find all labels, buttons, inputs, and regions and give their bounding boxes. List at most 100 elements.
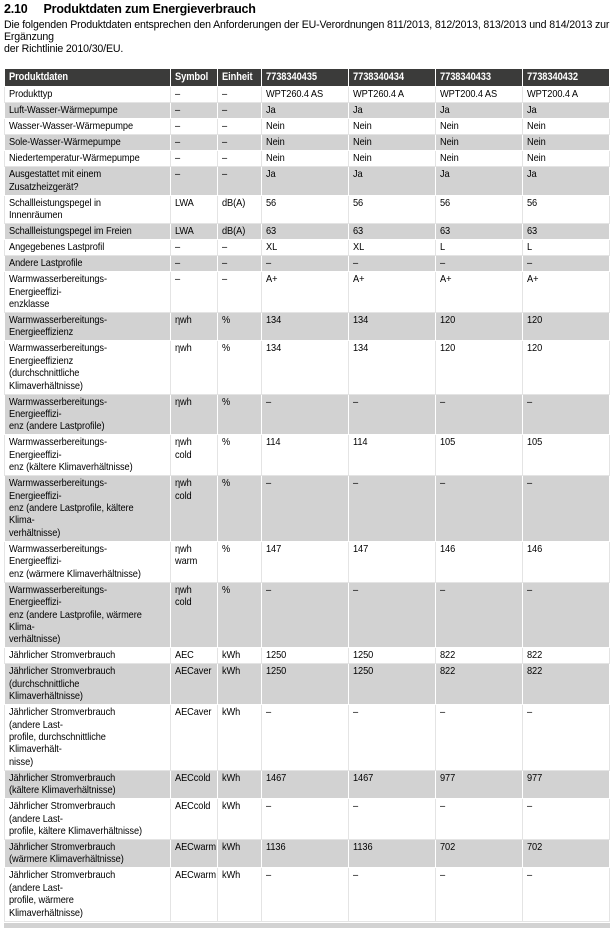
value-cell: –: [261, 255, 349, 273]
symbol-cell: –: [170, 118, 218, 136]
value-cell: 147: [348, 540, 436, 583]
value-cell: Nein: [261, 150, 349, 168]
unit-cell: –: [217, 150, 262, 168]
unit-cell: –: [217, 255, 262, 273]
product-label-cell: Luft-Wasser-Wärmepumpe: [4, 102, 171, 120]
value-cell: 63: [522, 223, 610, 241]
value-cell: 56: [522, 194, 610, 225]
table-row: Ausgestattet mit einem Zusatzheizgerät? –…: [4, 166, 610, 196]
unit-cell: kWh: [217, 647, 262, 665]
value-cell: Nein: [522, 134, 610, 152]
value-cell: –: [261, 867, 349, 922]
value-cell: –: [261, 581, 349, 649]
table-row: Warmwasserbereitungs-Energieeffizi- enz …: [4, 475, 610, 542]
symbol-cell: ηwh: [170, 340, 218, 395]
value-cell: –: [261, 798, 349, 840]
value-cell: Nein: [435, 134, 523, 152]
column-header-model-3: 7738340433: [435, 68, 523, 88]
value-cell: –: [435, 867, 523, 922]
value-cell: 120: [435, 312, 523, 342]
unit-cell: dB(A): [217, 194, 262, 225]
value-cell: 702: [435, 838, 523, 869]
unit-cell: %: [217, 340, 262, 395]
table-row: Warmwasserbereitungs-Energieeffizienz (d…: [4, 340, 610, 395]
value-cell: –: [348, 581, 436, 649]
symbol-cell: ηwh cold: [170, 581, 218, 649]
value-cell: 822: [435, 647, 523, 665]
unit-cell: kWh: [217, 798, 262, 840]
unit-cell: –: [217, 134, 262, 152]
table-header-row: Produktdaten Symbol Einheit 7738340435 7…: [4, 68, 610, 88]
value-cell: –: [261, 704, 349, 771]
unit-cell: %: [217, 434, 262, 477]
symbol-cell: LWA: [170, 223, 218, 241]
symbol-cell: ηwh: [170, 393, 218, 436]
value-cell: 134: [261, 312, 349, 342]
value-cell: Nein: [435, 150, 523, 168]
value-cell: Nein: [261, 118, 349, 136]
product-label-cell: Sole-Wasser-Wärmepumpe: [4, 134, 171, 152]
value-cell: 134: [348, 340, 436, 395]
value-cell: 977: [522, 769, 610, 800]
value-cell: –: [522, 581, 610, 649]
section-number: 2.10: [4, 2, 28, 16]
value-cell: 120: [435, 340, 523, 395]
table-row: Angegebenes Lastprofil – – XL XL L L: [4, 239, 610, 257]
value-cell: Nein: [522, 150, 610, 168]
value-cell: 134: [348, 312, 436, 342]
value-cell: Nein: [348, 118, 436, 136]
value-cell: –: [348, 255, 436, 273]
product-label-cell: Jährlicher Stromverbrauch (kältere Klima…: [4, 769, 171, 800]
symbol-cell: AECcold: [170, 798, 218, 840]
symbol-cell: –: [170, 150, 218, 168]
product-label-cell: Jährlicher Stromverbrauch (andere Last- …: [4, 867, 171, 922]
table-row: Jährlicher Stromverbrauch (andere Last- …: [4, 867, 610, 922]
value-cell: –: [435, 393, 523, 436]
value-cell: 56: [435, 194, 523, 225]
value-cell: XL: [348, 239, 436, 257]
product-label-cell: Schallleistungspegel in Innenräumen: [4, 194, 171, 225]
symbol-cell: –: [170, 239, 218, 257]
column-header-model-4: 7738340432: [522, 68, 610, 88]
table-row: Warmwasserbereitungs-Energieeffizi- enz …: [4, 393, 610, 436]
product-label-cell: Wasser-Wasser-Wärmepumpe: [4, 118, 171, 136]
value-cell: 114: [348, 434, 436, 477]
column-header-einheit: Einheit: [217, 68, 262, 88]
value-cell: 977: [435, 769, 523, 800]
symbol-cell: –: [170, 102, 218, 120]
value-cell: 1250: [348, 647, 436, 665]
value-cell: WPT200.4 AS: [435, 86, 523, 104]
value-cell: 1136: [348, 838, 436, 869]
value-cell: 134: [261, 340, 349, 395]
unit-cell: kWh: [217, 663, 262, 706]
value-cell: 1250: [348, 663, 436, 706]
value-cell: –: [348, 867, 436, 922]
table-row: Jährlicher Stromverbrauch (andere Last- …: [4, 798, 610, 840]
value-cell: –: [435, 798, 523, 840]
unit-cell: –: [217, 86, 262, 104]
value-cell: –: [435, 475, 523, 542]
table-row: Jährlicher Stromverbrauch (kältere Klima…: [4, 769, 610, 800]
table-row: Warmwasserbereitungs-Energieeffizi- enz …: [4, 540, 610, 583]
unit-cell: kWh: [217, 704, 262, 771]
value-cell: –: [522, 704, 610, 771]
unit-cell: –: [217, 102, 262, 120]
value-cell: –: [348, 393, 436, 436]
unit-cell: dB(A): [217, 223, 262, 241]
value-cell: 1136: [261, 838, 349, 869]
unit-cell: kWh: [217, 769, 262, 800]
section-heading: 2.10 Produktdaten zum Energieverbrauch: [4, 3, 610, 16]
unit-cell: kWh: [217, 838, 262, 869]
symbol-cell: LWA: [170, 194, 218, 225]
table-row: Andere Lastprofile – – – – – –: [4, 255, 610, 273]
product-label-cell: Andere Lastprofile: [4, 255, 171, 273]
value-cell: 120: [522, 340, 610, 395]
product-label-cell: Warmwasserbereitungs-Energieeffizi- enz …: [4, 434, 171, 477]
value-cell: Nein: [348, 134, 436, 152]
table-row: Wasser-Wasser-Wärmepumpe – – Nein Nein Nein Ne…: [4, 118, 610, 136]
value-cell: 63: [435, 223, 523, 241]
value-cell: 63: [348, 223, 436, 241]
table-row: Warmwasserbereitungs-Energieeffizienz ηwh…: [4, 312, 610, 342]
value-cell: Nein: [522, 118, 610, 136]
